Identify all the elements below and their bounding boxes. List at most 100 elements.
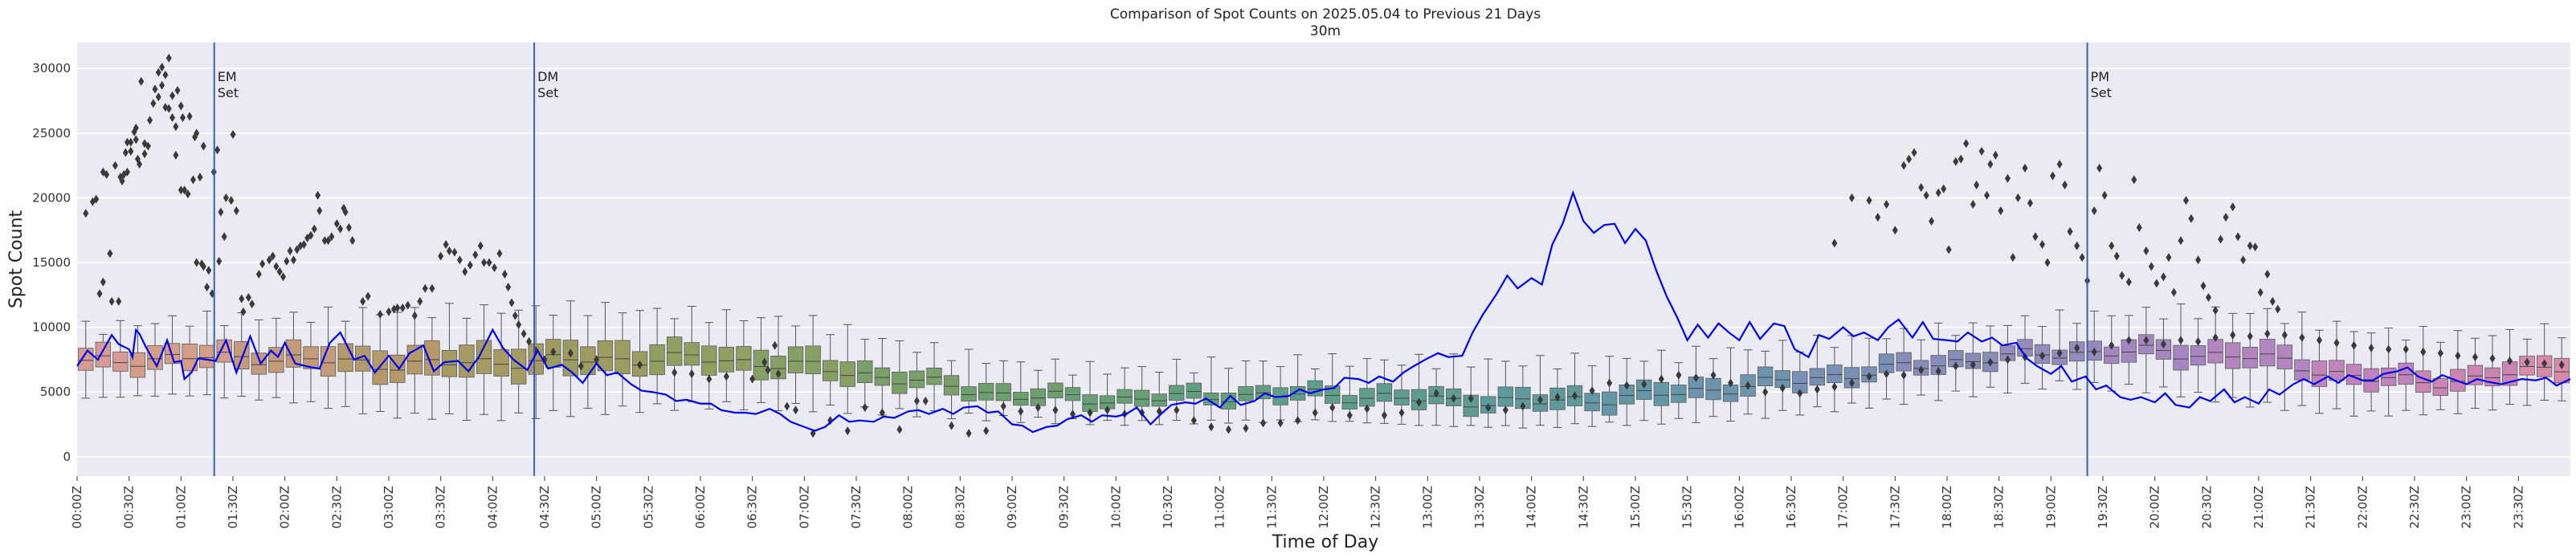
outlier-point	[844, 426, 851, 436]
x-tick-label: 04:30Z	[537, 486, 552, 529]
outlier-point	[2195, 336, 2202, 346]
box	[337, 343, 353, 373]
outlier-point	[1416, 397, 1423, 407]
outlier-point	[165, 53, 172, 63]
outlier-point	[2039, 239, 2046, 249]
outlier-point	[1941, 184, 1947, 193]
outlier-point	[2101, 190, 2108, 200]
x-tick-label: 09:30Z	[1057, 486, 1072, 529]
outlier-point	[1243, 423, 1249, 433]
box	[1757, 366, 1774, 386]
outlier-point	[1381, 410, 1387, 420]
outlier-point	[422, 283, 428, 293]
y-tick-label: 20000	[32, 190, 71, 205]
outlier-point	[1000, 401, 1006, 411]
box	[1601, 391, 1618, 416]
box	[1047, 382, 1063, 399]
outlier-point	[1900, 370, 1907, 380]
outlier-point	[2032, 232, 2039, 242]
outlier-point	[287, 246, 293, 256]
outlier-point	[159, 80, 165, 90]
outlier-point	[137, 160, 143, 169]
outlier-point	[922, 397, 929, 406]
outlier-point	[2524, 357, 2530, 367]
outlier-point	[119, 176, 125, 185]
outlier-point	[179, 112, 186, 122]
outlier-point	[365, 291, 371, 301]
outlier-point	[194, 258, 200, 267]
box	[2190, 345, 2207, 366]
outlier-point	[1520, 401, 1526, 411]
outlier-point	[723, 372, 729, 381]
outlier-point	[2252, 242, 2259, 252]
outlier-point	[2541, 359, 2548, 369]
y-tick-label: 25000	[32, 126, 71, 141]
outlier-point	[2299, 333, 2305, 343]
outlier-point	[96, 289, 103, 299]
box	[1117, 389, 1133, 404]
outlier-point	[329, 232, 335, 242]
outlier-point	[2049, 171, 2055, 181]
outlier-point	[2131, 175, 2137, 185]
outlier-point	[2166, 253, 2172, 263]
x-tick-label: 03:30Z	[434, 486, 448, 529]
outlier-point	[200, 141, 206, 151]
outlier-point	[221, 232, 227, 242]
outlier-point	[342, 207, 349, 217]
x-tick-label: 23:00Z	[2460, 486, 2474, 529]
outlier-point	[1848, 193, 1855, 202]
outlier-point	[2125, 277, 2132, 287]
box	[2224, 342, 2241, 369]
box	[1064, 387, 1081, 401]
box	[441, 349, 458, 377]
outlier-point	[162, 70, 169, 79]
outlier-point	[2062, 180, 2068, 189]
box	[1497, 386, 1514, 407]
outlier-point	[1884, 199, 1890, 209]
outlier-point	[1929, 216, 1935, 226]
y-tick-label: 0	[63, 450, 71, 464]
outlier-point	[1312, 408, 1318, 417]
y-ticks: 0 5000 10000 15000 20000 25000 30000	[32, 61, 71, 464]
outlier-point	[1831, 238, 1838, 248]
outlier-point	[1762, 387, 1769, 397]
outlier-point	[2091, 347, 2097, 356]
box	[736, 346, 752, 371]
outlier-point	[147, 116, 153, 125]
outlier-point	[2091, 206, 2097, 216]
outlier-point	[206, 266, 212, 275]
outlier-point	[2316, 336, 2322, 345]
outlier-point	[249, 299, 255, 309]
outlier-point	[280, 272, 287, 282]
annotation-label: DM	[537, 69, 558, 84]
box	[1238, 386, 1254, 401]
outlier-point	[765, 365, 771, 375]
outlier-point	[1935, 188, 1941, 198]
x-tick-label: 20:00Z	[2148, 486, 2162, 529]
outlier-point	[496, 249, 503, 259]
outlier-point	[394, 303, 401, 312]
outlier-point	[337, 224, 344, 234]
outlier-point	[2489, 353, 2496, 363]
x-tick-label: 14:00Z	[1525, 486, 1539, 529]
box	[926, 368, 942, 385]
outlier-point	[169, 112, 176, 122]
box	[164, 343, 181, 365]
outlier-point	[1018, 406, 1024, 416]
box	[1653, 381, 1670, 406]
box	[2432, 378, 2449, 396]
outlier-point	[772, 340, 778, 350]
outlier-point	[1623, 381, 1630, 390]
outlier-point	[93, 194, 100, 204]
outlier-point	[294, 245, 300, 255]
outlier-point	[2230, 330, 2236, 340]
outlier-point	[2230, 202, 2236, 212]
box	[597, 340, 614, 372]
outlier-point	[1190, 416, 1197, 426]
outlier-point	[273, 262, 280, 271]
box	[1133, 389, 1150, 407]
outlier-point	[197, 173, 203, 182]
outlier-point	[505, 283, 512, 292]
outlier-point	[2205, 293, 2211, 303]
box	[303, 346, 319, 369]
